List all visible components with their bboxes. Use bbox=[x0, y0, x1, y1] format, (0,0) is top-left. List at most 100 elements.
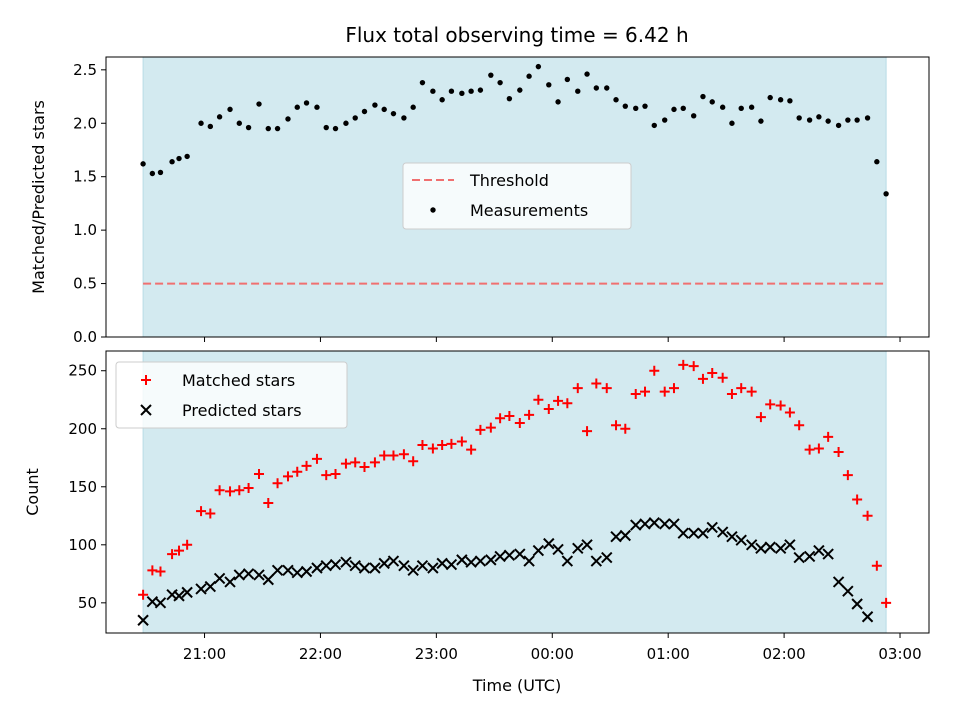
x-tick-label: 01:00 bbox=[647, 645, 690, 663]
measurement-point bbox=[535, 63, 542, 70]
predicted-stars-point bbox=[822, 548, 834, 560]
predicted-stars-point bbox=[427, 562, 439, 574]
matched-stars-point bbox=[630, 388, 641, 399]
predicted-stars-point bbox=[320, 559, 332, 572]
predicted-stars-point bbox=[532, 544, 545, 557]
predicted-stars-point bbox=[793, 551, 805, 564]
measurement-point bbox=[430, 88, 436, 94]
axes-frame bbox=[105, 350, 930, 634]
matched-stars-point bbox=[697, 373, 708, 384]
matched-stars-point bbox=[427, 443, 438, 454]
predicted-stars-point bbox=[369, 562, 381, 574]
matched-stars-point bbox=[794, 420, 805, 431]
predicted-stars-point bbox=[630, 519, 642, 531]
bottom-panel: 50 100 150 200 250 21:00 22:00 23:00 00:00 01:00 0… bbox=[68, 350, 930, 663]
measurement-point bbox=[796, 115, 802, 121]
measurement-point bbox=[361, 108, 368, 115]
measurement-point bbox=[825, 118, 831, 124]
y-tick-label: 100 bbox=[68, 536, 97, 554]
measurement-point bbox=[285, 116, 291, 122]
predicted-stars-point bbox=[340, 556, 352, 568]
measurement-point bbox=[564, 76, 571, 83]
measurement-point bbox=[662, 117, 668, 123]
matched-stars-point bbox=[755, 412, 766, 423]
measurement-point bbox=[690, 113, 697, 119]
legend-measurements-swatch bbox=[430, 207, 436, 213]
predicted-stars-point bbox=[784, 539, 796, 551]
measurement-point bbox=[767, 94, 773, 101]
measurement-point bbox=[410, 104, 416, 110]
chart-title: Flux total observing time = 6.42 h bbox=[345, 23, 688, 47]
matched-stars-point bbox=[466, 444, 477, 455]
matched-stars-point bbox=[871, 560, 882, 571]
matched-stars-point bbox=[379, 450, 390, 461]
matched-stars-point bbox=[398, 449, 409, 460]
predicted-stars-point bbox=[181, 586, 193, 599]
matched-stars-point bbox=[514, 417, 525, 428]
matched-stars-point bbox=[167, 549, 178, 560]
measurement-point bbox=[680, 105, 686, 111]
legend-measurements-label: Measurements bbox=[470, 201, 588, 220]
predicted-stars-point bbox=[648, 517, 660, 529]
predicted-stars-point bbox=[561, 555, 574, 567]
matched-stars-point bbox=[196, 506, 207, 517]
matched-stars-point bbox=[282, 471, 293, 482]
measurement-point bbox=[777, 97, 784, 103]
matched-stars-point bbox=[350, 457, 361, 468]
measurement-point bbox=[176, 155, 182, 162]
measurement-point bbox=[184, 153, 190, 160]
matched-stars-point bbox=[243, 482, 254, 493]
measurement-point bbox=[633, 105, 639, 111]
matched-stars-point bbox=[408, 456, 419, 467]
measurement-point bbox=[622, 103, 629, 109]
matched-stars-point bbox=[311, 453, 322, 464]
matched-stars-point bbox=[804, 444, 815, 455]
predicted-stars-point bbox=[291, 566, 303, 579]
measurement-point bbox=[401, 115, 407, 121]
y-tick-label: 0.5 bbox=[73, 275, 97, 293]
predicted-stars-point bbox=[832, 576, 845, 588]
measurement-point bbox=[854, 117, 860, 123]
predicted-stars-point bbox=[474, 555, 487, 567]
y-tick-label: 150 bbox=[68, 478, 97, 496]
measurement-point bbox=[477, 87, 484, 93]
legend-matched-swatch bbox=[141, 375, 151, 385]
measurement-point bbox=[593, 85, 600, 91]
matched-stars-point bbox=[562, 398, 573, 409]
measurement-point bbox=[883, 191, 889, 197]
predicted-stars-point bbox=[726, 530, 738, 543]
measurement-point bbox=[381, 106, 387, 113]
y-tick-label: 1.5 bbox=[73, 168, 97, 186]
top-y-axis-label: Matched/Predicted stars bbox=[29, 100, 48, 294]
predicted-stars-point bbox=[407, 564, 419, 577]
matched-stars-point bbox=[205, 508, 216, 519]
matched-stars-point bbox=[620, 423, 631, 434]
matched-stars-point bbox=[833, 446, 844, 457]
predicted-stars-point bbox=[572, 542, 584, 554]
predicted-stars-point bbox=[601, 551, 613, 564]
y-tick-label: 250 bbox=[68, 362, 97, 380]
matched-stars-point bbox=[495, 413, 506, 424]
matched-stars-point bbox=[301, 460, 312, 471]
matched-stars-point bbox=[174, 545, 185, 556]
matched-stars-point bbox=[292, 466, 303, 477]
x-tick-label: 23:00 bbox=[415, 645, 458, 663]
x-axis-label: Time (UTC) bbox=[472, 676, 561, 695]
predicted-stars-point bbox=[271, 564, 284, 577]
matched-stars-point bbox=[640, 386, 651, 397]
matched-stars-point bbox=[775, 400, 786, 411]
predicted-stars-point bbox=[311, 562, 323, 574]
measurement-point bbox=[149, 170, 156, 177]
measurement-point bbox=[575, 88, 581, 94]
measurement-point bbox=[314, 104, 320, 110]
measurement-point bbox=[227, 106, 233, 113]
measurement-point bbox=[372, 102, 378, 108]
predicted-stars-point bbox=[416, 559, 429, 572]
predicted-stars-point bbox=[619, 529, 632, 542]
y-tick-label: 2.5 bbox=[73, 61, 97, 79]
measurement-point bbox=[845, 117, 851, 123]
predicted-stars-point bbox=[503, 549, 516, 561]
predicted-stars-point bbox=[262, 573, 274, 586]
predicted-stars-point bbox=[813, 544, 825, 557]
measurement-point bbox=[604, 85, 610, 91]
